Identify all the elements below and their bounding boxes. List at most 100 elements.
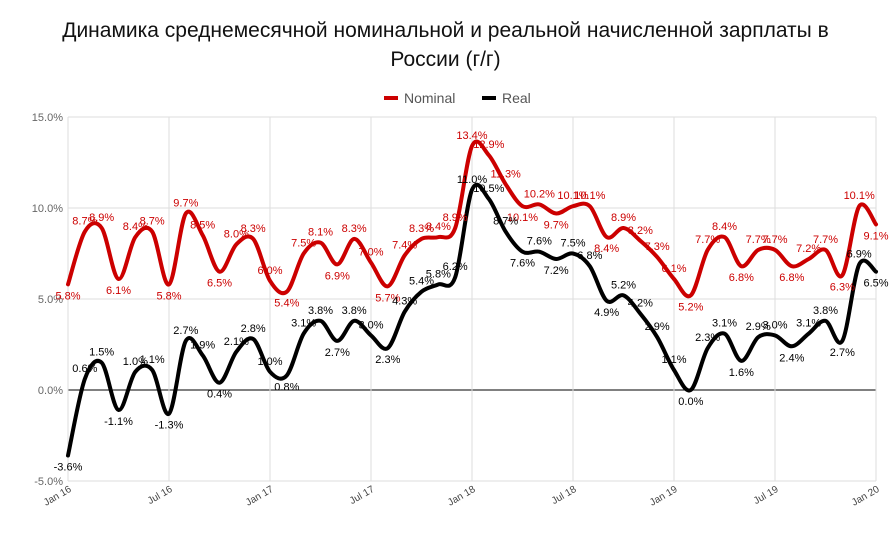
data-label-nominal: 6.5%: [207, 278, 232, 290]
data-label-real: 4.9%: [594, 307, 619, 319]
data-label-nominal: 7.4%: [392, 239, 417, 251]
data-label-nominal: 8.4%: [123, 221, 148, 233]
data-label-real: -1.1%: [104, 416, 133, 428]
data-label-real: 3.8%: [342, 305, 367, 317]
y-tick-label: 5.0%: [38, 294, 63, 306]
data-label-nominal: 7.5%: [291, 238, 316, 250]
data-label-nominal: 8.1%: [308, 227, 333, 239]
data-label-real: 1.9%: [190, 339, 215, 351]
x-tick-label: Jan 17: [244, 484, 276, 509]
data-label-nominal: 13.4%: [456, 130, 487, 142]
data-label-nominal: 7.3%: [645, 241, 670, 253]
data-label-nominal: 6.1%: [106, 285, 131, 297]
data-label-nominal: 12.9%: [473, 139, 504, 151]
data-label-real: 2.7%: [173, 325, 198, 337]
data-label-real: 2.4%: [779, 352, 804, 364]
data-label-real: 1.6%: [729, 367, 754, 379]
data-label-real: 6.9%: [847, 248, 872, 260]
x-tick-label: Jul 16: [146, 484, 175, 507]
data-label-nominal: 6.0%: [257, 265, 282, 277]
data-label-real: 7.5%: [560, 238, 585, 250]
data-label-real: 7.6%: [527, 236, 552, 248]
data-label-nominal: 6.8%: [729, 272, 754, 284]
data-label-real: 1.0%: [257, 356, 282, 368]
data-label-nominal: 10.1%: [574, 190, 605, 202]
series-line-real: [66, 182, 878, 458]
data-label-nominal: 8.4%: [712, 221, 737, 233]
data-label-real: -1.3%: [155, 420, 184, 432]
data-label-real: 2.7%: [325, 347, 350, 359]
data-label-nominal: 5.2%: [678, 301, 703, 313]
data-label-real: 7.6%: [510, 258, 535, 270]
data-label-real: 7.2%: [544, 265, 569, 277]
chart-title: Динамика среднемесячной номинальной и ре…: [0, 16, 891, 74]
data-label-nominal: 7.7%: [813, 234, 838, 246]
data-label-nominal: 8.7%: [140, 216, 165, 228]
data-label-real: 1.5%: [89, 347, 114, 359]
data-label-nominal: 5.4%: [274, 298, 299, 310]
data-label-nominal: 8.9%: [89, 212, 114, 224]
chart-title-line-1: Динамика среднемесячной номинальной и ре…: [62, 19, 829, 42]
x-tick-label: Jul 19: [752, 484, 781, 507]
data-label-nominal: 8.9%: [443, 212, 468, 224]
data-label-real: 5.4%: [409, 276, 434, 288]
data-label-real: 2.1%: [224, 336, 249, 348]
data-label-real: 2.9%: [746, 321, 771, 333]
x-tick-label: Jan 18: [446, 484, 478, 509]
data-label-real: -3.6%: [54, 462, 83, 474]
data-label-real: 3.1%: [712, 318, 737, 330]
data-label-real: 11.0%: [457, 174, 488, 186]
data-label-nominal: 10.1%: [507, 212, 538, 224]
chart-title-line-2: России (г/г): [390, 48, 501, 71]
y-tick-label: 10.0%: [32, 203, 63, 215]
data-label-nominal: 8.2%: [628, 225, 653, 237]
data-label-nominal: 10.1%: [844, 190, 875, 202]
y-tick-label: -5.0%: [34, 476, 63, 488]
x-tick-label: Jul 18: [550, 484, 579, 507]
data-label-nominal: 8.3%: [342, 223, 367, 235]
data-label-nominal: 7.7%: [746, 234, 771, 246]
data-label-nominal: 8.3%: [241, 223, 266, 235]
data-label-nominal: 8.3%: [409, 223, 434, 235]
data-label-real: 6.8%: [577, 250, 602, 262]
data-label-real: 3.0%: [762, 319, 787, 331]
data-label-real: 2.7%: [830, 347, 855, 359]
data-label-real: 0.6%: [72, 363, 97, 375]
data-label-nominal: 7.7%: [695, 234, 720, 246]
data-label-nominal: 8.4%: [594, 243, 619, 255]
data-label-nominal: 6.3%: [830, 281, 855, 293]
data-label-nominal: 10.2%: [524, 188, 555, 200]
y-tick-label: 0.0%: [38, 385, 63, 397]
data-label-nominal: 8.4%: [426, 221, 451, 233]
data-label-nominal: 6.8%: [779, 272, 804, 284]
data-label-nominal: 8.7%: [72, 216, 97, 228]
data-label-real: 5.2%: [611, 279, 636, 291]
data-label-nominal: 7.0%: [358, 247, 383, 259]
data-label-real: 3.8%: [308, 305, 333, 317]
data-label-real: 3.8%: [813, 305, 838, 317]
legend-label-real: Real: [502, 90, 531, 106]
y-tick-label: 15.0%: [32, 112, 63, 124]
data-label-real: 0.8%: [274, 381, 299, 393]
data-label-real: 0.4%: [207, 389, 232, 401]
data-label-nominal: 9.7%: [173, 197, 198, 209]
legend-label-nominal: Nominal: [404, 90, 455, 106]
data-label-nominal: 8.9%: [611, 212, 636, 224]
data-label-real: 2.9%: [645, 321, 670, 333]
x-tick-label: Jul 17: [348, 484, 377, 507]
x-tick-label: Jan 19: [648, 484, 680, 509]
data-label-nominal: 11.3%: [490, 168, 521, 180]
data-label-nominal: 7.7%: [762, 234, 787, 246]
data-label-nominal: 5.7%: [375, 292, 400, 304]
x-tick-label: Jan 20: [850, 484, 882, 509]
data-label-nominal: 8.0%: [224, 228, 249, 240]
data-label-nominal: 10.1%: [557, 190, 588, 202]
data-label-real: 6.5%: [863, 278, 888, 290]
data-label-real: 5.8%: [426, 268, 451, 280]
data-label-real: 3.0%: [358, 319, 383, 331]
data-label-nominal: 6.1%: [661, 263, 686, 275]
data-label-real: 1.1%: [661, 354, 686, 366]
data-label-nominal: 5.8%: [156, 290, 181, 302]
series-line-nominal: [66, 139, 878, 299]
